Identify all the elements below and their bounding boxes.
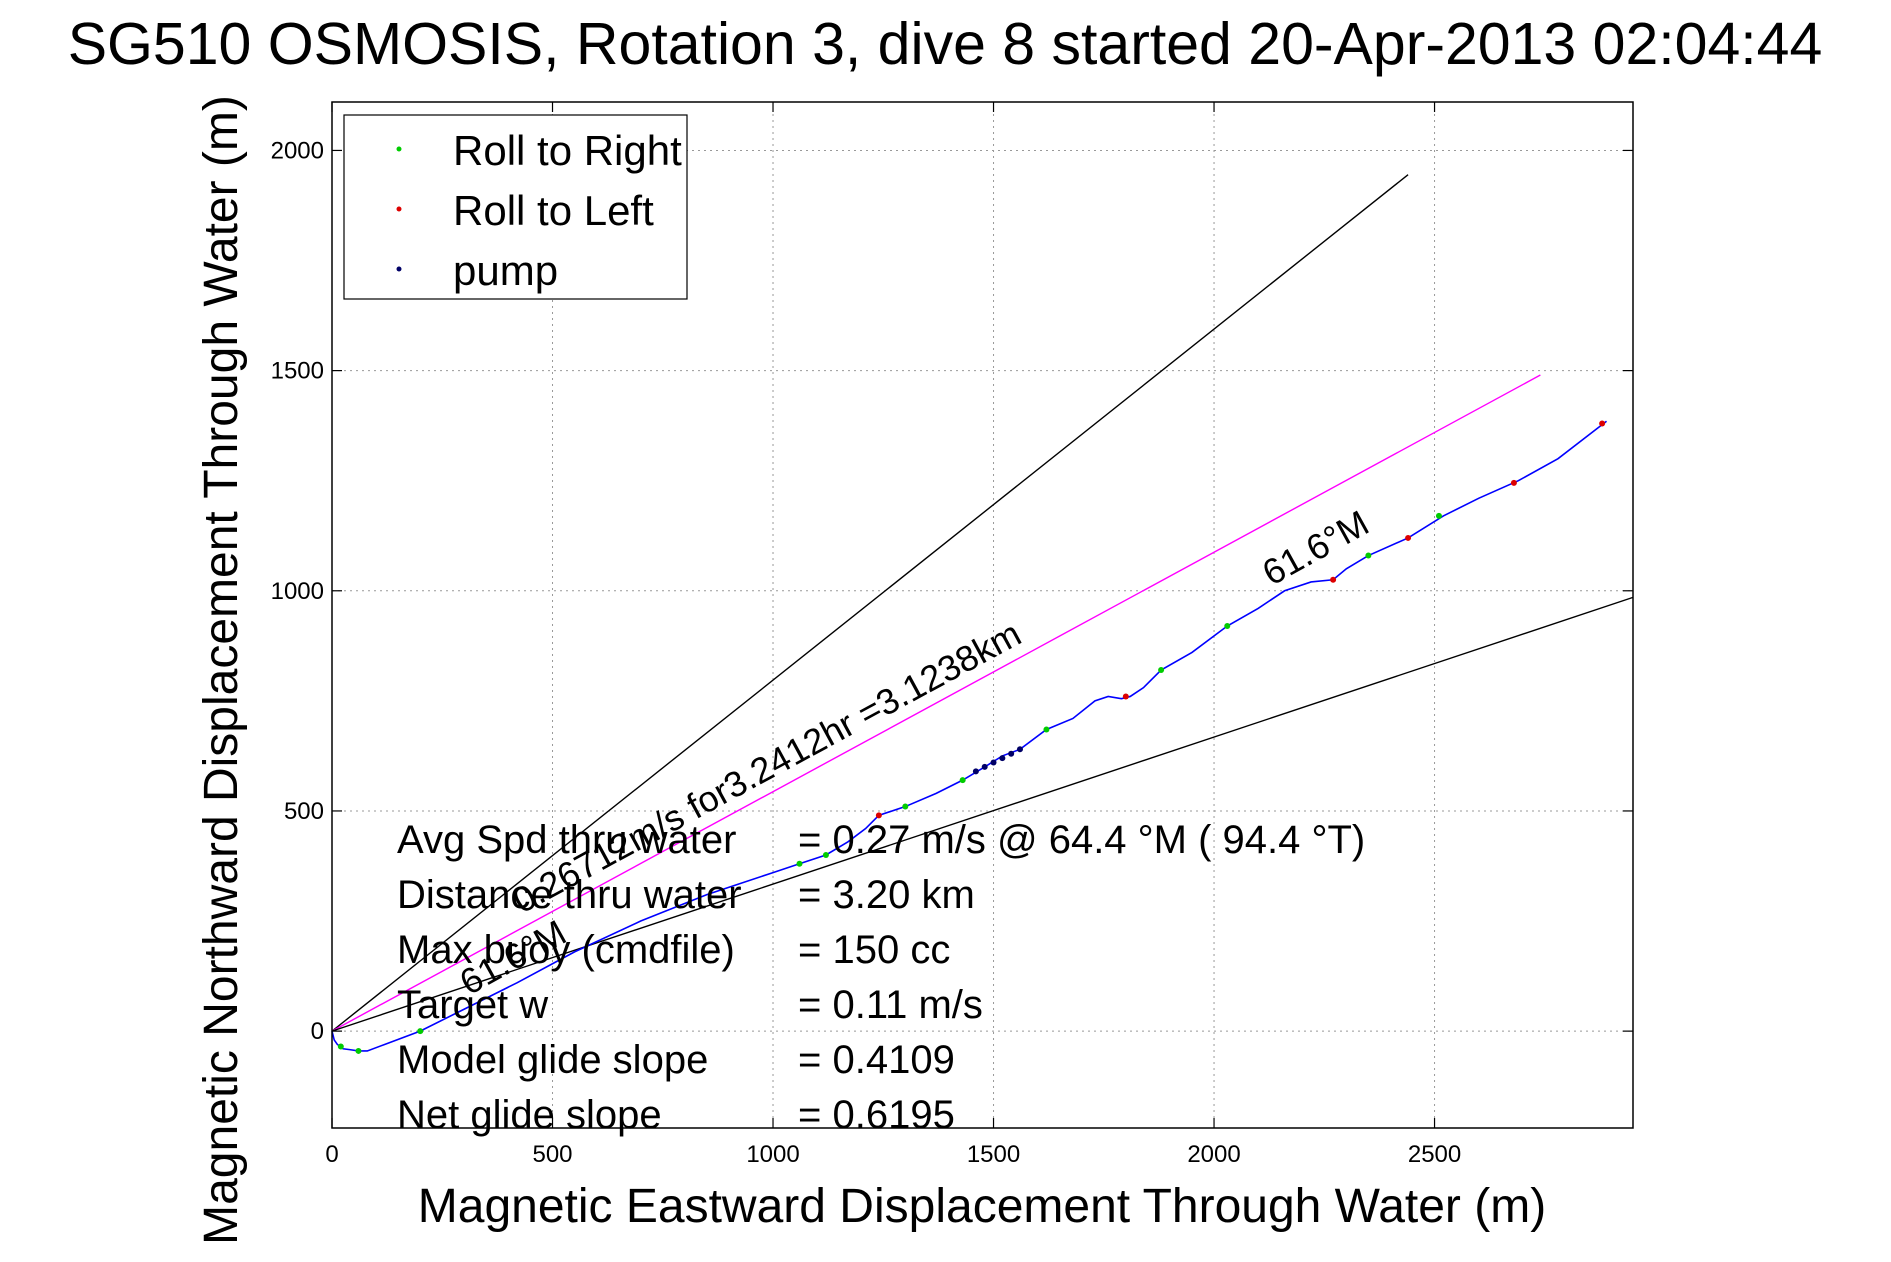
roll-left-point <box>1330 576 1337 583</box>
pump-point <box>972 768 979 775</box>
roll-right-point <box>959 777 966 784</box>
roll-right-point <box>417 1028 424 1035</box>
roll-left-point <box>1510 479 1517 486</box>
x-tick-label: 1500 <box>967 1141 1020 1168</box>
stat-label: Avg Spd thru water <box>397 818 736 862</box>
roll-left-point <box>1405 534 1412 541</box>
roll-right-point <box>1365 552 1372 559</box>
x-tick-label: 0 <box>325 1141 338 1168</box>
reference-line <box>331 174 1409 1032</box>
axes-box <box>331 101 1634 1129</box>
legend: Roll to Right Roll to Left pump <box>343 114 688 300</box>
pump-point <box>999 755 1006 762</box>
stats-table: Avg Spd thru water = 0.27 m/s @ 64.4 °M (… <box>397 818 1365 1137</box>
legend-label: Roll to Right <box>453 127 682 174</box>
roll-right-point <box>1224 623 1231 630</box>
tick-layer: 0 500 1000 1500 2000 2500 0 500 1000 1500 2000 <box>271 102 1633 1168</box>
stat-value: = 150 cc <box>798 928 950 972</box>
roll-right-point <box>337 1043 344 1050</box>
reference-line <box>331 596 1634 1032</box>
x-axis-label: Magnetic Eastward Displacement Through W… <box>418 1180 1546 1233</box>
pump-point <box>981 763 988 770</box>
stat-value: = 0.6195 <box>798 1093 955 1137</box>
roll-right-point <box>796 860 803 867</box>
pump-point <box>990 759 997 766</box>
roll-right-point <box>822 851 829 858</box>
marker-layer <box>337 420 1606 1054</box>
stat-label: Target w <box>397 983 548 1027</box>
roll-right-point <box>1158 667 1165 674</box>
roll-right-point <box>902 803 909 810</box>
y-tick-label: 1000 <box>271 578 324 605</box>
stat-value: = 0.27 m/s @ 64.4 °M ( 94.4 °T) <box>798 818 1365 862</box>
chart-title: SG510 OSMOSIS, Rotation 3, dive 8 starte… <box>68 11 1823 77</box>
stat-label: Net glide slope <box>397 1093 662 1137</box>
stat-label: Model glide slope <box>397 1038 708 1082</box>
y-axis-label: Magnetic Northward Displacement Through … <box>195 95 248 1245</box>
roll-right-point <box>1435 512 1442 519</box>
roll-right-point <box>1043 726 1050 733</box>
roll-left-point <box>1122 693 1129 700</box>
x-tick-label: 2500 <box>1408 1141 1461 1168</box>
stat-label: Max buoy (cmdfile) <box>397 928 735 972</box>
y-tick-label: 0 <box>311 1018 324 1045</box>
legend-marker <box>396 206 402 212</box>
stat-value: = 3.20 km <box>798 873 975 917</box>
x-tick-label: 500 <box>532 1141 572 1168</box>
roll-left-point <box>1599 420 1606 427</box>
legend-marker <box>396 146 402 152</box>
pump-point <box>1016 746 1023 753</box>
stat-label: Distance thru water <box>397 873 742 917</box>
reference-line <box>331 374 1541 1032</box>
roll-left-point <box>875 812 882 819</box>
x-tick-label: 2000 <box>1187 1141 1240 1168</box>
y-tick-label: 500 <box>284 798 324 825</box>
stat-value: = 0.11 m/s <box>798 983 983 1027</box>
pump-point <box>1008 750 1015 757</box>
legend-label: pump <box>453 247 558 294</box>
roll-right-point <box>355 1047 362 1054</box>
legend-marker <box>396 266 402 272</box>
y-tick-label: 2000 <box>271 137 324 164</box>
x-tick-label: 1000 <box>746 1141 799 1168</box>
y-tick-label: 1500 <box>271 358 324 385</box>
stat-value: = 0.4109 <box>798 1038 955 1082</box>
legend-label: Roll to Left <box>453 187 654 234</box>
